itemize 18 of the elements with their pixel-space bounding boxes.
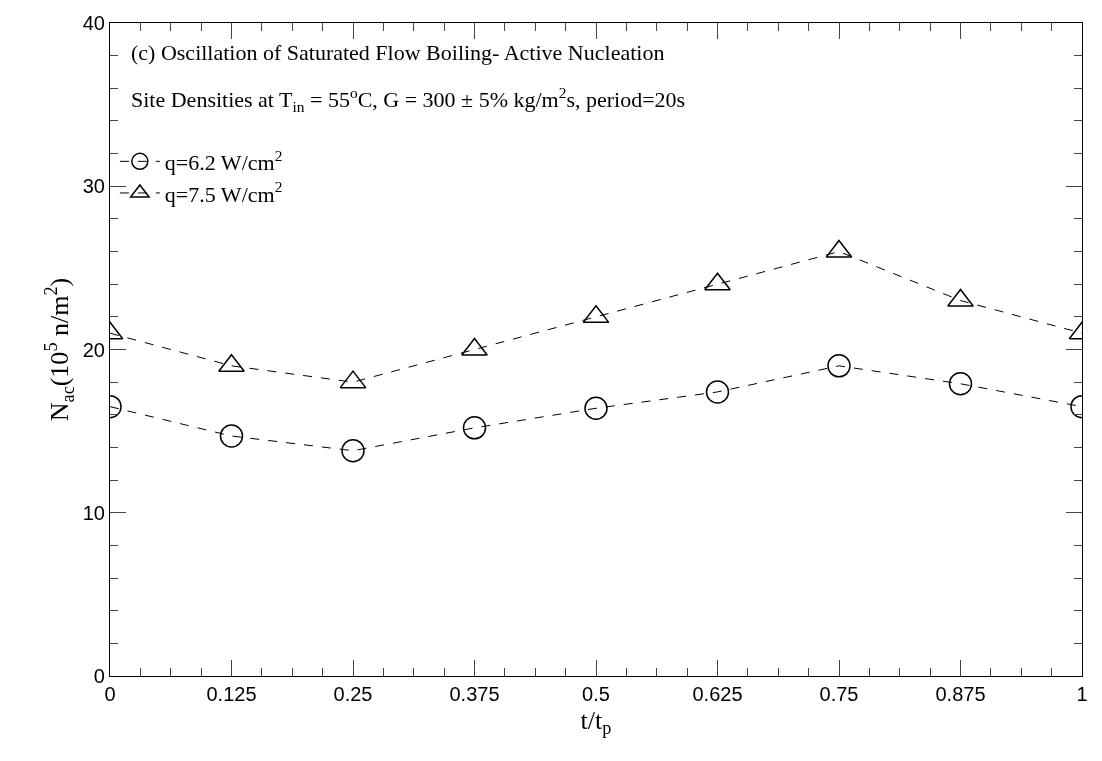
legend-label: q=6.2 W/cm$^{2}$ — [164, 146, 283, 175]
x-tick-label: 1 — [1076, 683, 1088, 706]
x-tick-label: 0.5 — [582, 683, 610, 706]
annotation: (c) Oscillation of Saturated Flow Boiling- Active Nucleation — [131, 40, 665, 65]
y-tick-label: 40 — [82, 12, 105, 34]
x-tick-label: 0.375 — [449, 683, 500, 706]
legend-label: q=7.5 W/cm$^{2}$ — [164, 178, 283, 207]
y-tick-label: 10 — [82, 501, 105, 524]
x-tick-label: 0.25 — [333, 683, 373, 706]
x-tick-label: 0.125 — [206, 683, 257, 706]
x-tick-label: 0.75 — [819, 683, 859, 706]
x-tick-label: 0.875 — [935, 683, 986, 706]
y-tick-label: 30 — [82, 175, 105, 198]
annotation: Site Densities at T$_{in}$ = 55$^{o}$C, G = 300 ± 5% kg/m$^{2}$s, period=20s — [131, 84, 686, 115]
y-tick-label: 20 — [82, 338, 105, 361]
y-tick-label: 0 — [93, 665, 105, 687]
x-axis-title: t/t$_{p}$ — [580, 705, 612, 739]
x-tick-label: 0.625 — [692, 683, 743, 706]
